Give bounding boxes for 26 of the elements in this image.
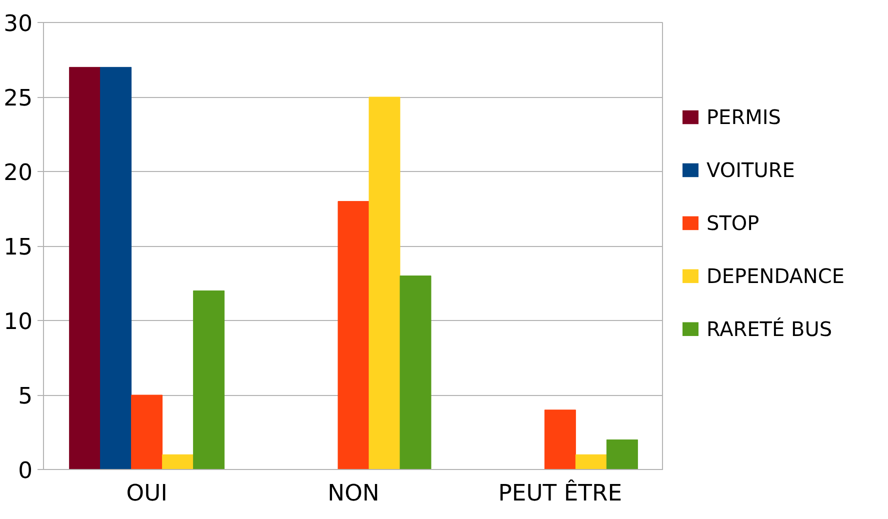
- y-tick-label: 0: [18, 458, 33, 484]
- x-tick-label: OUI: [126, 480, 168, 506]
- bar: [100, 66, 132, 470]
- y-tick-label: 10: [4, 309, 33, 335]
- legend-label: RARETÉ BUS: [706, 317, 832, 342]
- bar: [606, 439, 638, 470]
- y-tick-label: 5: [18, 384, 33, 410]
- bar: [131, 394, 163, 470]
- bar: [69, 66, 101, 470]
- x-tick-label: PEUT ÊTRE: [498, 478, 622, 506]
- bar: [338, 201, 370, 470]
- bar: [400, 276, 432, 470]
- y-tick-label: 25: [4, 86, 33, 112]
- legend-label: PERMIS: [706, 105, 781, 130]
- y-tick-label: 30: [4, 11, 33, 37]
- legend-label: VOITURE: [706, 158, 795, 182]
- bar: [575, 454, 607, 470]
- x-tick-label: NON: [328, 480, 380, 506]
- y-tick-label: 20: [4, 160, 33, 186]
- legend-label: DEPENDANCE: [706, 264, 844, 288]
- bar: [544, 410, 576, 470]
- y-tick-label: 15: [4, 234, 33, 260]
- bar: [368, 96, 400, 470]
- bar: [193, 290, 225, 470]
- bar: [162, 454, 194, 470]
- legend-label: STOP: [706, 211, 760, 236]
